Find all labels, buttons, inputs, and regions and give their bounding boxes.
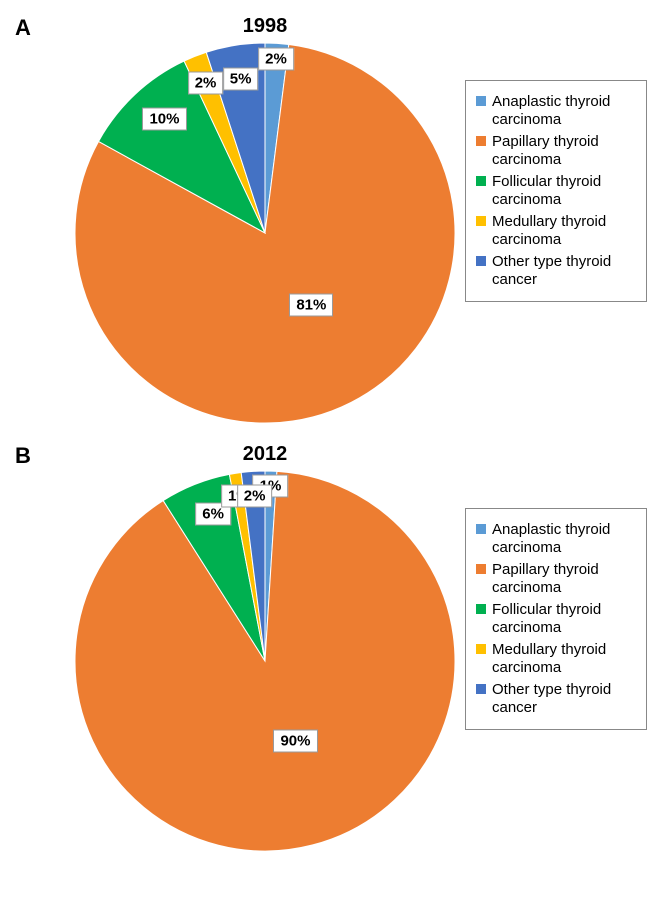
slice-label: 2% [237, 485, 273, 508]
legend-label: Medullary thyroid carcinoma [492, 641, 636, 677]
legend-swatch [476, 136, 486, 146]
legend-item: Papillary thyroid carcinoma [476, 561, 636, 597]
pie-container: 1%90%6%1%2% [75, 471, 455, 851]
legend-swatch [476, 564, 486, 574]
slice-label: 81% [289, 293, 333, 316]
legend-item: Papillary thyroid carcinoma [476, 133, 636, 169]
slice-label: 2% [258, 47, 294, 70]
legend-item: Other type thyroid cancer [476, 681, 636, 717]
pie-chart [75, 471, 455, 851]
legend-item: Medullary thyroid carcinoma [476, 213, 636, 249]
legend-swatch [476, 524, 486, 534]
slice-label: 10% [142, 107, 186, 130]
legend: Anaplastic thyroid carcinoma Papillary th… [465, 80, 647, 302]
legend-item: Follicular thyroid carcinoma [476, 601, 636, 637]
legend-item: Anaplastic thyroid carcinoma [476, 93, 636, 129]
legend-swatch [476, 96, 486, 106]
legend-label: Papillary thyroid carcinoma [492, 561, 636, 597]
legend-label: Other type thyroid cancer [492, 681, 636, 717]
legend-swatch [476, 604, 486, 614]
legend-label: Anaplastic thyroid carcinoma [492, 521, 636, 557]
legend-item: Other type thyroid cancer [476, 253, 636, 289]
legend-swatch [476, 216, 486, 226]
legend-label: Other type thyroid cancer [492, 253, 636, 289]
slice-label: 2% [188, 71, 224, 94]
legend-item: Follicular thyroid carcinoma [476, 173, 636, 209]
legend-swatch [476, 684, 486, 694]
chart-title: 2012 [75, 443, 455, 466]
panel-a: A19982%81%10%2%5%Anaplastic thyroid carc… [15, 15, 647, 423]
legend-swatch [476, 176, 486, 186]
legend-label: Follicular thyroid carcinoma [492, 601, 636, 637]
panel-b: B20121%90%6%1%2%Anaplastic thyroid carci… [15, 443, 647, 851]
pie-container: 2%81%10%2%5% [75, 43, 455, 423]
slice-label: 5% [223, 68, 259, 91]
legend-label: Papillary thyroid carcinoma [492, 133, 636, 169]
chart-title: 1998 [75, 15, 455, 38]
legend-label: Medullary thyroid carcinoma [492, 213, 636, 249]
legend-swatch [476, 256, 486, 266]
legend-item: Medullary thyroid carcinoma [476, 641, 636, 677]
legend-label: Follicular thyroid carcinoma [492, 173, 636, 209]
slice-label: 90% [273, 729, 317, 752]
legend-swatch [476, 644, 486, 654]
legend: Anaplastic thyroid carcinoma Papillary th… [465, 508, 647, 730]
pie-chart [75, 43, 455, 423]
legend-label: Anaplastic thyroid carcinoma [492, 93, 636, 129]
legend-item: Anaplastic thyroid carcinoma [476, 521, 636, 557]
